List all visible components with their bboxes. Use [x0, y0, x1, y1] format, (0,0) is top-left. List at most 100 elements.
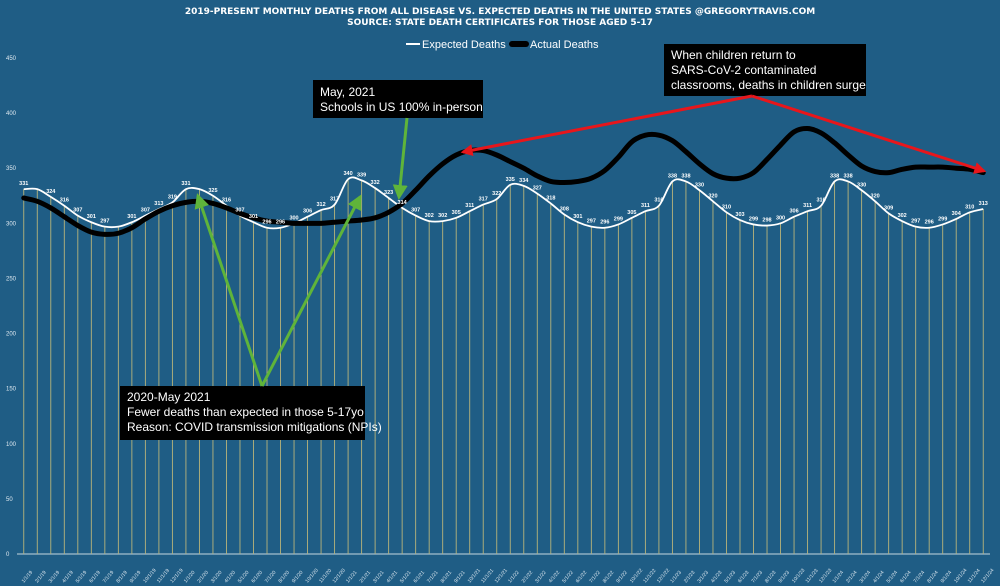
annotation-surge: When children return to SARS-CoV-2 conta… — [664, 44, 866, 96]
expected-data-label: 331 — [19, 181, 28, 187]
x-tick-label: 3/1/20 — [210, 570, 224, 585]
expected-data-label: 310 — [722, 204, 731, 210]
expected-data-label: 308 — [560, 207, 569, 213]
x-tick-label: 9/1/19 — [129, 570, 143, 585]
x-tick-label: 6/1/19 — [88, 570, 102, 585]
x-tick-label: 1/1/23 — [669, 570, 683, 585]
x-tick-label: 9/1/21 — [453, 570, 467, 585]
x-tick-label: 5/1/20 — [237, 570, 251, 585]
expected-data-label: 324 — [46, 189, 56, 195]
expected-data-label: 322 — [492, 191, 501, 197]
expected-data-label: 311 — [803, 203, 812, 209]
x-tick-label: 4/1/19 — [61, 570, 75, 585]
x-tick-label: 2/1/23 — [683, 570, 697, 585]
expected-data-label: 299 — [938, 216, 947, 222]
expected-data-label: 296 — [262, 220, 271, 226]
y-tick-label: 200 — [6, 332, 17, 338]
x-tick-label: 4/1/23 — [710, 570, 724, 585]
expected-data-label: 300 — [776, 215, 785, 221]
expected-data-label: 316 — [222, 198, 231, 204]
x-tick-label: 11/1/24 — [967, 568, 982, 585]
x-tick-label: 5/1/21 — [399, 570, 413, 585]
x-tick-label: 9/1/22 — [615, 570, 629, 585]
x-tick-label: 8/1/23 — [764, 570, 778, 585]
arrow-surge-right — [751, 94, 987, 174]
x-tick-label: 1/1/19 — [21, 570, 35, 585]
x-tick-label: 8/1/19 — [115, 570, 129, 585]
expected-data-label: 311 — [641, 203, 650, 209]
x-tick-label: 4/1/22 — [548, 570, 562, 585]
x-tick-label: 3/1/22 — [534, 570, 548, 585]
expected-data-label: 301 — [87, 214, 96, 220]
legend-expected-label: Expected Deaths — [422, 39, 506, 51]
y-tick-label: 350 — [6, 166, 17, 172]
expected-data-label: 306 — [789, 209, 798, 215]
x-tick-label: 11/1/19 — [156, 568, 171, 585]
expected-data-label: 317 — [330, 197, 339, 203]
x-tick-label: 11/1/21 — [480, 568, 495, 585]
x-tick-label: 6/1/21 — [413, 570, 427, 585]
arrow-mitigation-left — [194, 193, 264, 387]
x-tick-label: 3/1/21 — [372, 570, 386, 585]
arrow-mitigation-right — [260, 194, 362, 387]
expected-data-label: 314 — [398, 200, 408, 206]
x-tick-label: 2/1/19 — [34, 570, 48, 585]
x-tick-label: 7/1/21 — [426, 570, 440, 585]
x-tick-label: 1/1/24 — [832, 570, 846, 585]
expected-data-label: 311 — [465, 203, 474, 209]
x-tick-label: 4/1/21 — [386, 570, 400, 585]
x-tick-label: 9/1/20 — [291, 570, 305, 585]
x-tick-label: 4/1/20 — [223, 570, 237, 585]
x-tick-label: 12/1/22 — [656, 567, 671, 584]
annotation-mitigation-line1: 2020-May 2021 — [127, 390, 211, 404]
x-tick-label: 11/1/22 — [642, 568, 657, 585]
y-tick-label: 50 — [6, 497, 13, 503]
expected-data-label: 301 — [249, 214, 258, 220]
x-tick-label: 6/1/22 — [575, 570, 589, 585]
x-tick-label: 6/1/20 — [250, 570, 264, 585]
expected-data-label: 313 — [979, 201, 988, 207]
annotation-schools-line2: Schools in US 100% in-person — [320, 100, 483, 114]
expected-data-label: 338 — [844, 173, 853, 179]
expected-data-label: 305 — [452, 210, 461, 216]
expected-data-label: 299 — [749, 216, 758, 222]
x-tick-label: 12/1/21 — [494, 567, 509, 584]
x-tick-label: 9/1/24 — [940, 570, 954, 585]
x-tick-label: 4/1/24 — [872, 570, 886, 585]
y-tick-label: 150 — [6, 387, 17, 393]
x-tick-label: 7/1/20 — [264, 570, 278, 585]
expected-data-label: 298 — [762, 218, 771, 224]
expected-data-label: 302 — [898, 213, 907, 219]
expected-data-label: 313 — [154, 201, 163, 207]
actual-deaths-line — [21, 126, 986, 237]
expected-data-label: 297 — [587, 219, 596, 225]
x-tick-label: 7/1/24 — [913, 570, 927, 585]
x-tick-label: 1/1/22 — [507, 570, 521, 585]
expected-data-label: 307 — [141, 208, 150, 214]
annotation-surge-box — [664, 44, 866, 96]
x-tick-label: 10/1/19 — [142, 567, 157, 584]
x-tick-label: 8/1/21 — [440, 570, 454, 585]
x-tick-label: 11/1/20 — [318, 568, 333, 585]
x-tick-label: 8/1/22 — [602, 570, 616, 585]
annotation-mitigation-line3: Reason: COVID transmission mitigations (… — [127, 420, 382, 434]
expected-data-label: 330 — [857, 182, 866, 188]
expected-data-label: 320 — [871, 193, 880, 199]
x-tick-label: 9/1/23 — [777, 570, 791, 585]
expected-data-label: 301 — [573, 214, 582, 220]
x-tick-label: 11/1/23 — [804, 568, 819, 585]
y-tick-label: 0 — [6, 552, 10, 558]
x-tick-label: 2/1/21 — [359, 570, 373, 585]
x-tick-label: 10/1/24 — [953, 567, 968, 584]
y-tick-label: 100 — [6, 442, 17, 448]
chart-title: 2019-PRESENT MONTHLY DEATHS FROM ALL DIS… — [185, 7, 815, 17]
x-tick-label: 12/1/23 — [818, 567, 833, 584]
expected-data-label: 299 — [614, 216, 623, 222]
expected-data-label: 319 — [168, 194, 177, 200]
x-tick-label: 12/1/24 — [980, 567, 995, 584]
expected-data-label: 301 — [127, 214, 136, 220]
x-tick-label: 5/1/19 — [75, 570, 89, 585]
expected-data-label: 304 — [952, 211, 962, 217]
